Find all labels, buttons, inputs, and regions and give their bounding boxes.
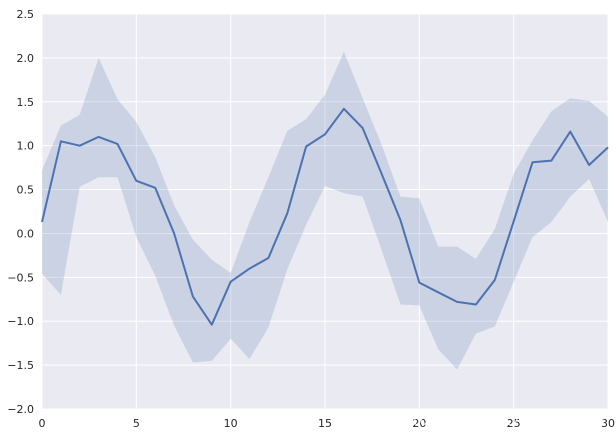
y-tick-label: −1.5 [7, 359, 34, 372]
watermark: http://blog.csdn.net/yuzyu12345 [344, 413, 605, 429]
y-tick-label: 1.0 [17, 140, 35, 153]
y-tick-label: −2.0 [7, 403, 34, 416]
x-tick-label: 0 [39, 417, 46, 430]
y-tick-label: −0.5 [7, 271, 34, 284]
y-tick-label: 1.5 [17, 96, 35, 109]
y-tick-label: −1.0 [7, 315, 34, 328]
x-tick-label: 15 [318, 417, 332, 430]
y-tick-label: 0.5 [17, 184, 35, 197]
grid-lines [41, 13, 609, 410]
series-line [41, 107, 609, 326]
x-axis-tick-labels: 0 5 10 15 20 25 30 [39, 417, 616, 430]
y-tick-label: 0.0 [17, 227, 35, 240]
y-axis-tick-labels: −2.0 −1.5 −1.0 −0.5 0.0 0.5 1.0 1.5 2.0 2.5 [7, 8, 34, 416]
confidence-band [42, 51, 608, 370]
x-tick-label: 5 [133, 417, 140, 430]
x-tick-label: 20 [412, 417, 426, 430]
x-tick-label: 10 [224, 417, 238, 430]
y-tick-label: 2.5 [17, 8, 35, 21]
y-tick-label: 2.0 [17, 52, 35, 65]
x-tick-label: 25 [507, 417, 521, 430]
x-tick-label: 30 [601, 417, 615, 430]
